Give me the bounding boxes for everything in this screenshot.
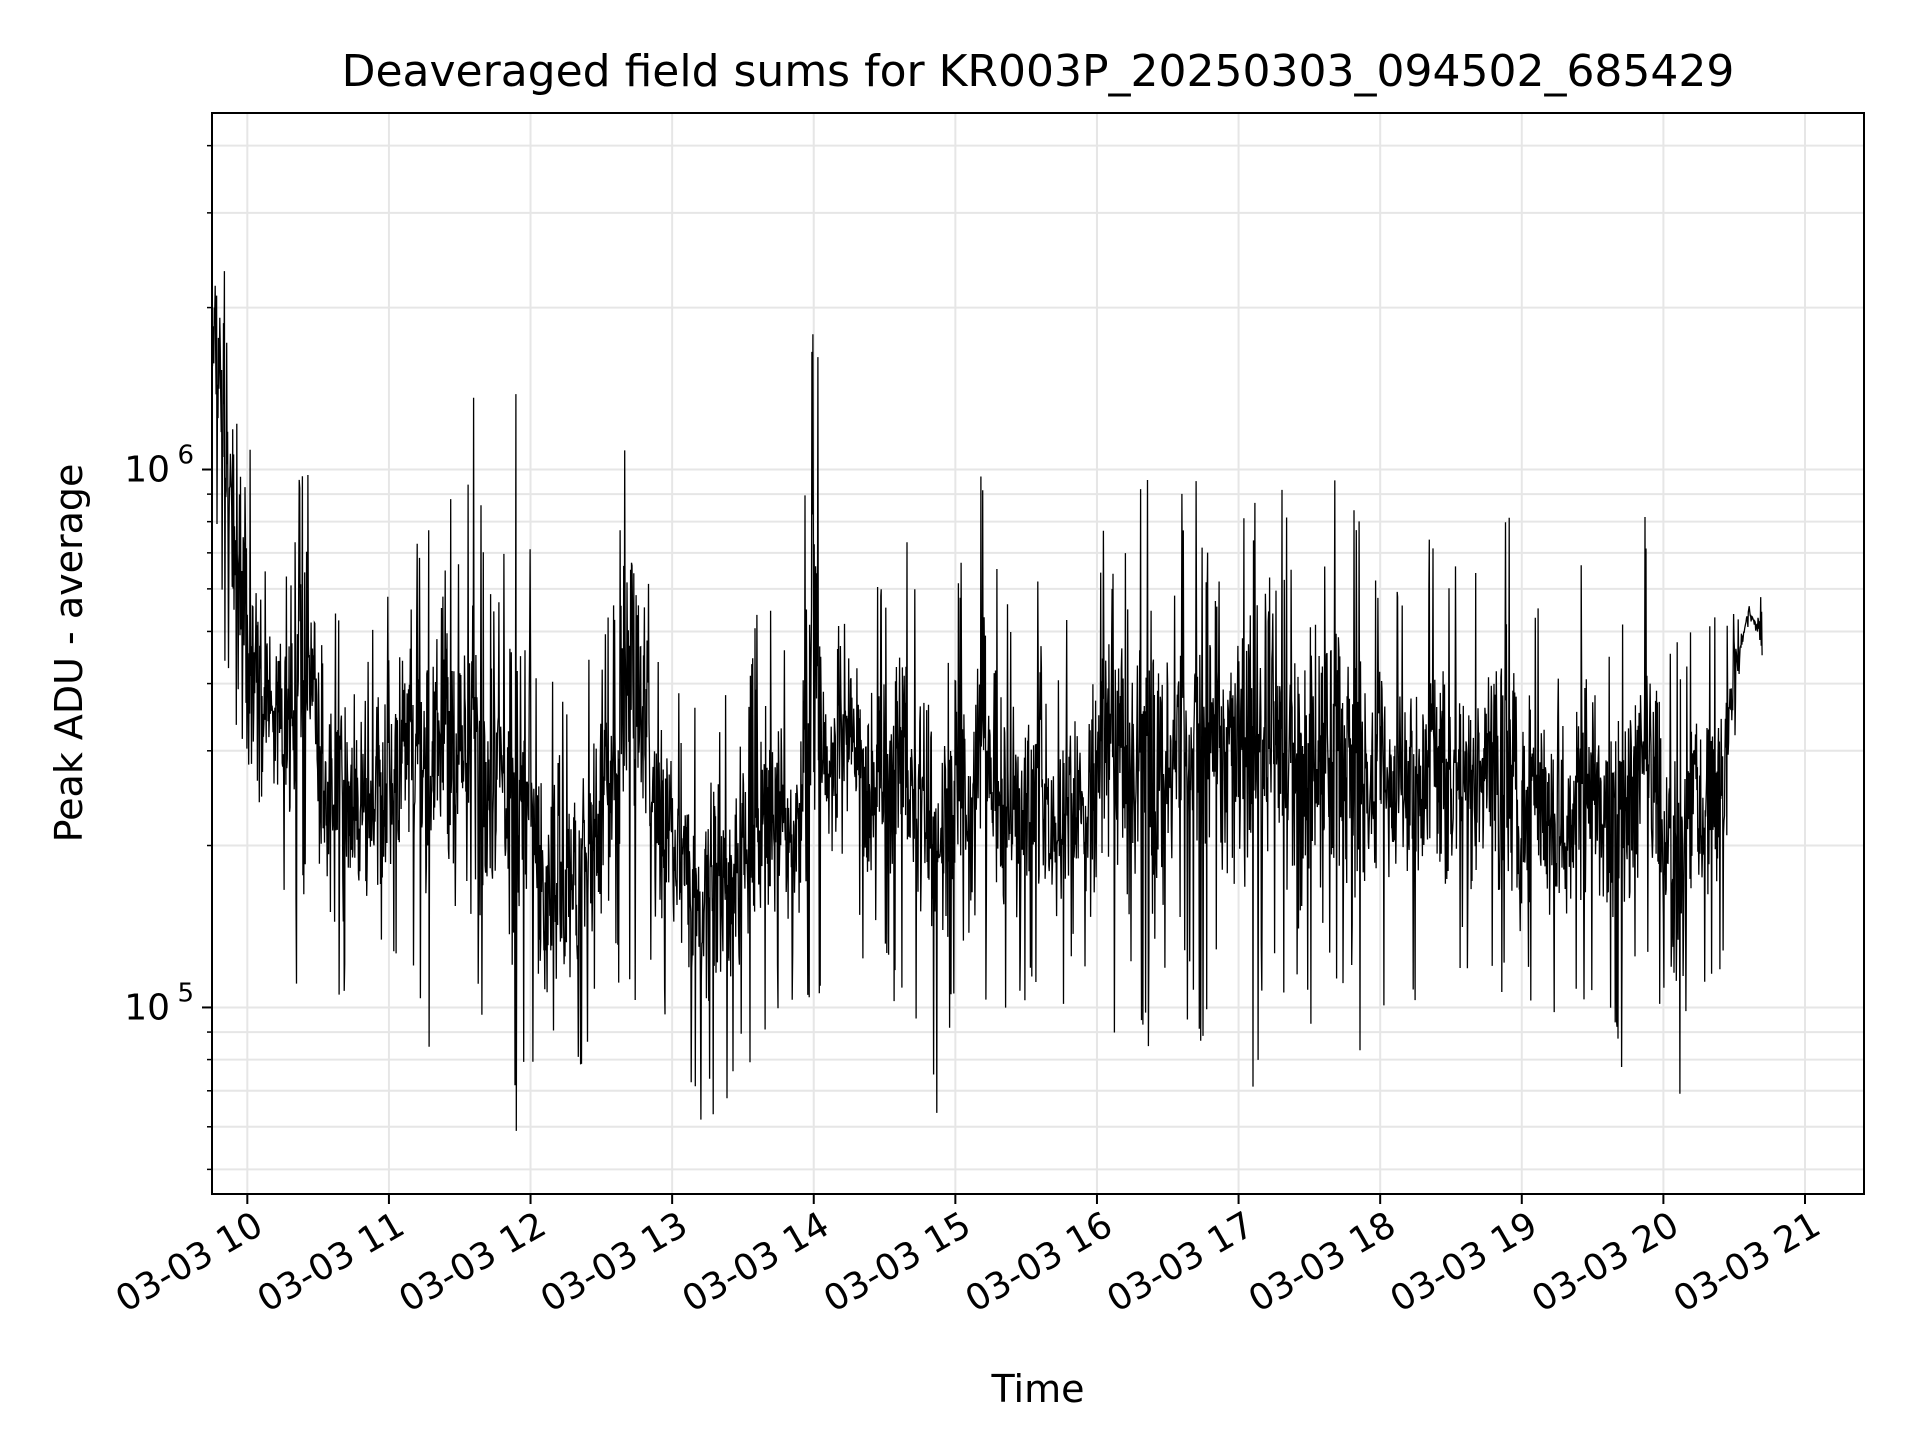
x-tick-label: 03-03 11 [251,1204,412,1320]
y-tick-label: 10 [124,450,170,491]
y-axis-label: Peak ADU - average [47,464,91,843]
x-tick-label: 03-03 15 [817,1204,978,1320]
x-tick-label: 03-03 14 [676,1204,837,1320]
data-series [212,266,1763,1131]
grid-lines [212,113,1864,1194]
x-tick-label: 03-03 21 [1667,1204,1828,1320]
y-tick-exponent: 5 [177,978,194,1008]
x-tick-label: 03-03 17 [1100,1204,1261,1320]
x-axis-label: Time [991,1367,1085,1411]
x-tick-label: 03-03 13 [534,1204,695,1320]
y-tick-exponent: 6 [177,441,194,471]
y-tick-label: 10 [124,987,170,1028]
plot-frame [211,112,1865,1195]
x-tick-label: 03-03 19 [1384,1204,1545,1320]
x-tick-label: 03-03 16 [959,1204,1120,1320]
x-tick-label: 03-03 10 [109,1204,270,1320]
x-tick-label: 03-03 12 [392,1204,553,1320]
series-line [212,266,1763,1131]
chart-title: Deaveraged field sums for KR003P_2025030… [342,46,1735,97]
x-tick-label: 03-03 20 [1525,1204,1686,1320]
x-tick-label: 03-03 18 [1242,1204,1403,1320]
